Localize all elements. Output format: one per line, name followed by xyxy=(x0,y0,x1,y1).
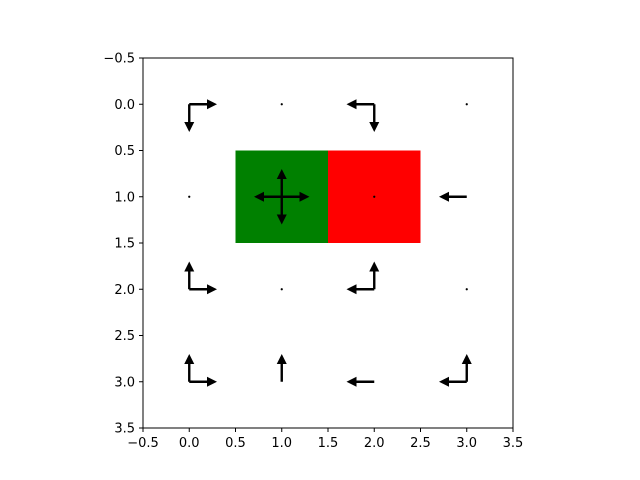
policy-arrow-2-2 xyxy=(346,261,380,295)
arrow-head-down xyxy=(184,122,195,132)
policy-arrow-1-2 xyxy=(280,288,283,291)
x-tick-label: 2.0 xyxy=(364,436,385,451)
arrow-head-right xyxy=(207,99,217,110)
y-tick-label: 2.5 xyxy=(114,329,135,344)
arrow-head-left xyxy=(346,284,357,295)
y-tick-label: 0.5 xyxy=(114,144,135,159)
policy-arrow-1-3 xyxy=(276,354,287,382)
x-tick-label: 0.0 xyxy=(179,436,200,451)
x-tick-label: 1.5 xyxy=(318,436,339,451)
x-tick-label: 3.0 xyxy=(456,436,477,451)
policy-arrow-3-0 xyxy=(465,103,468,106)
x-tick-label: 2.5 xyxy=(410,436,431,451)
y-tick-label: 1.5 xyxy=(114,237,135,252)
x-tick-label: 3.5 xyxy=(503,436,524,451)
policy-arrow-2-1 xyxy=(373,195,376,198)
policy-arrow-2-3 xyxy=(346,376,375,387)
x-axis-ticks: −0.5 0.0 0.5 1.0 1.5 2.0 2.5 3.0 3.5 xyxy=(127,428,523,451)
x-tick-label: −0.5 xyxy=(127,436,159,451)
policy-arrow-1-1 xyxy=(254,169,310,225)
arrow-head-up xyxy=(461,354,472,364)
policy-dot xyxy=(280,103,283,106)
y-tick-label: 2.0 xyxy=(114,283,135,298)
x-tick-label: 1.0 xyxy=(271,436,292,451)
arrow-head-right xyxy=(207,376,217,387)
arrow-head-left xyxy=(346,376,357,387)
arrow-head-up xyxy=(369,261,380,272)
policy-arrow-0-1 xyxy=(188,195,191,198)
y-tick-label: −0.5 xyxy=(103,52,135,67)
policy-arrow-2-0 xyxy=(346,99,380,132)
arrow-head-right xyxy=(207,284,217,295)
policy-arrow-3-3 xyxy=(439,354,472,387)
policy-dot xyxy=(373,195,376,198)
arrow-head-left xyxy=(439,191,449,202)
arrow-head-down xyxy=(276,214,287,225)
arrow-head-up xyxy=(276,354,287,364)
policy-dot xyxy=(188,195,191,198)
policy-arrows xyxy=(184,99,472,387)
y-tick-label: 3.5 xyxy=(114,422,135,437)
policy-arrow-3-1 xyxy=(439,191,467,202)
arrow-head-right xyxy=(299,191,310,202)
arrow-head-up xyxy=(184,354,195,364)
y-axis-ticks: −0.5 0.0 0.5 1.0 1.5 2.0 2.5 3.0 3.5 xyxy=(103,52,143,437)
arrow-head-left xyxy=(346,99,357,110)
policy-arrow-0-0 xyxy=(184,99,217,132)
y-tick-label: 0.0 xyxy=(114,98,135,113)
policy-arrow-0-2 xyxy=(184,261,217,295)
policy-arrow-3-2 xyxy=(465,288,468,291)
policy-dot xyxy=(465,288,468,291)
policy-arrow-0-3 xyxy=(184,354,217,387)
policy-dot xyxy=(465,103,468,106)
x-tick-label: 0.5 xyxy=(225,436,246,451)
arrow-head-left xyxy=(254,191,264,202)
policy-dot xyxy=(280,288,283,291)
policy-arrow-1-0 xyxy=(280,103,283,106)
arrow-head-up xyxy=(276,169,287,179)
arrow-head-up xyxy=(184,261,195,272)
y-tick-label: 3.0 xyxy=(114,375,135,390)
arrow-head-left xyxy=(439,376,449,387)
y-tick-label: 1.0 xyxy=(114,190,135,205)
arrow-head-down xyxy=(369,122,380,132)
